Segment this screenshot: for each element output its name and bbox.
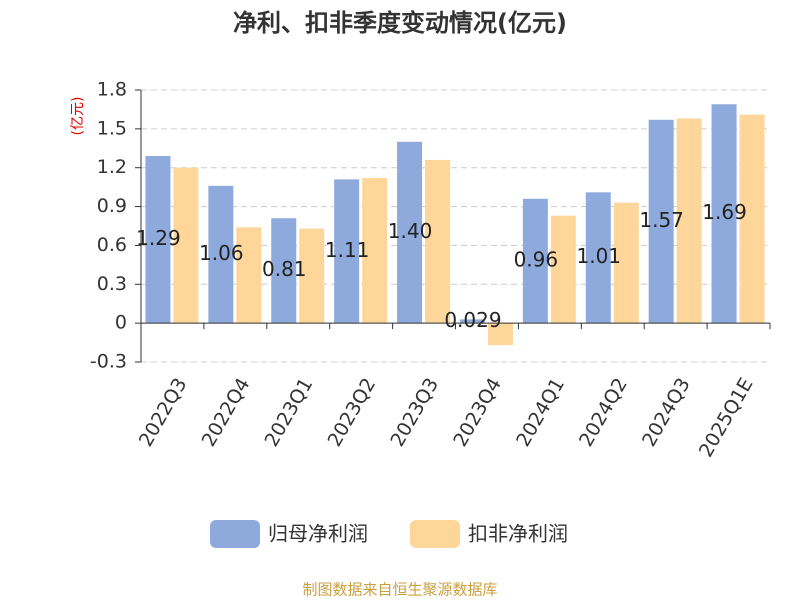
bar bbox=[236, 227, 262, 324]
x-tick-label: 2023Q4 bbox=[449, 374, 506, 450]
legend-swatch[interactable] bbox=[410, 520, 460, 548]
bar bbox=[550, 215, 576, 324]
bar bbox=[173, 167, 199, 324]
bar bbox=[362, 178, 388, 324]
legend-item[interactable]: 归母净利润 bbox=[210, 520, 368, 548]
bar bbox=[522, 198, 548, 324]
data-label: 1.11 bbox=[325, 238, 370, 262]
data-label: 1.29 bbox=[136, 226, 181, 250]
legend-item[interactable]: 扣非净利润 bbox=[410, 520, 568, 548]
data-label: 1.06 bbox=[199, 241, 244, 265]
x-tick-label: 2023Q1 bbox=[261, 374, 318, 450]
bar bbox=[459, 319, 485, 324]
bar bbox=[299, 228, 325, 324]
y-axis-label: (亿元) bbox=[70, 97, 86, 136]
data-label: 1.40 bbox=[388, 219, 433, 243]
bar bbox=[208, 185, 234, 324]
x-tick-label: 2024Q3 bbox=[638, 374, 695, 450]
data-label: 0.81 bbox=[262, 257, 307, 281]
y-tick-label: 1.2 bbox=[97, 156, 127, 178]
source-note: 制图数据来自恒生聚源数据库 bbox=[302, 581, 497, 599]
bar bbox=[425, 159, 451, 324]
data-label: 1.01 bbox=[576, 244, 621, 268]
bar bbox=[585, 192, 611, 324]
y-tick-label: 0 bbox=[115, 312, 127, 334]
y-tick-label: 1.8 bbox=[97, 79, 127, 101]
bar bbox=[334, 179, 360, 324]
data-label: 0.029 bbox=[444, 308, 501, 332]
bar bbox=[648, 119, 674, 324]
x-tick-label: 2024Q2 bbox=[575, 374, 632, 450]
data-label: 0.96 bbox=[514, 247, 559, 271]
x-tick-label: 2023Q2 bbox=[323, 374, 380, 450]
legend-label[interactable]: 归母净利润 bbox=[268, 522, 368, 546]
bar bbox=[145, 156, 171, 324]
y-tick-label: 0.6 bbox=[97, 234, 127, 256]
bar bbox=[739, 114, 765, 324]
x-tick-label: 2022Q3 bbox=[135, 374, 192, 450]
x-tick-label: 2023Q3 bbox=[386, 374, 443, 450]
y-tick-label: 0.9 bbox=[97, 195, 127, 217]
legend-label[interactable]: 扣非净利润 bbox=[468, 522, 568, 546]
data-label: 1.69 bbox=[702, 200, 747, 224]
bar bbox=[711, 104, 737, 324]
x-tick-label: 2022Q4 bbox=[198, 374, 255, 450]
x-tick-label: 2025Q1E bbox=[695, 374, 758, 461]
bar bbox=[613, 202, 639, 324]
x-tick-label: 2024Q1 bbox=[512, 374, 569, 450]
bar bbox=[676, 118, 702, 324]
bar bbox=[397, 141, 423, 324]
bar bbox=[271, 218, 297, 324]
y-tick-label: 0.3 bbox=[97, 273, 127, 295]
chart-title: 净利、扣非季度变动情况(亿元) bbox=[233, 9, 567, 37]
data-label: 1.57 bbox=[639, 208, 684, 232]
legend-swatch[interactable] bbox=[210, 520, 260, 548]
bar bbox=[487, 323, 513, 346]
y-tick-label: -0.3 bbox=[90, 351, 127, 373]
y-tick-label: 1.5 bbox=[97, 117, 127, 139]
